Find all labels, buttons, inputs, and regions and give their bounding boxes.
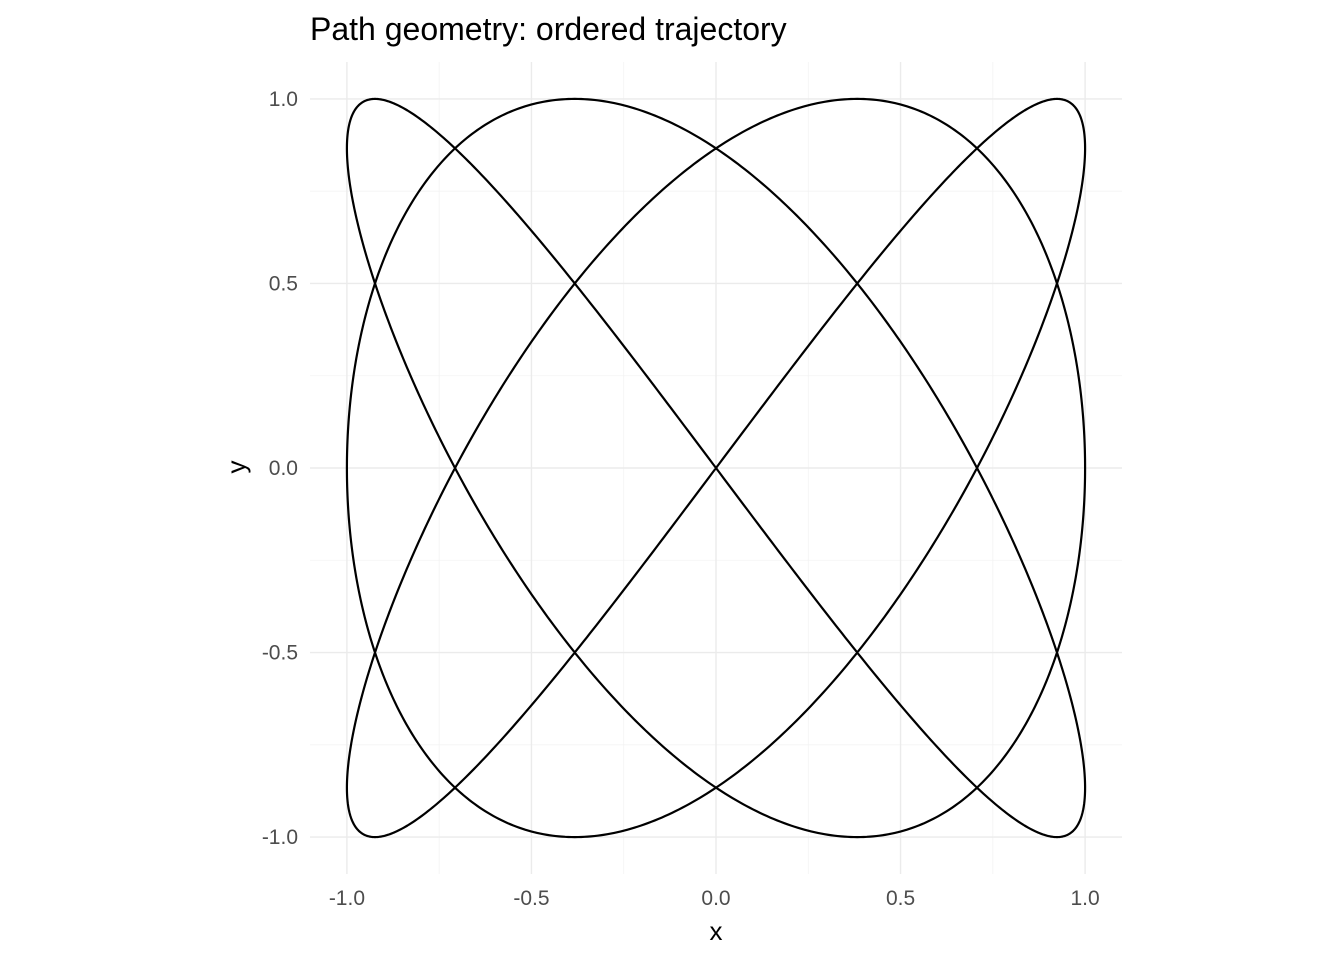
x-tick-label: -0.5 xyxy=(513,887,549,910)
x-tick-label: -1.0 xyxy=(329,887,365,910)
y-tick-label: 0.0 xyxy=(269,457,298,480)
x-tick-label: 0.0 xyxy=(701,887,730,910)
x-tick-label: 1.0 xyxy=(1070,887,1099,910)
y-tick-label: 0.5 xyxy=(269,272,298,295)
y-axis-title: y xyxy=(221,461,251,474)
y-tick-label: -0.5 xyxy=(262,642,298,665)
chart-title: Path geometry: ordered trajectory xyxy=(310,11,787,47)
y-tick-label: 1.0 xyxy=(269,88,298,111)
x-tick-label: 0.5 xyxy=(886,887,915,910)
x-axis-title: x xyxy=(710,916,723,946)
y-tick-label: -1.0 xyxy=(262,826,298,849)
